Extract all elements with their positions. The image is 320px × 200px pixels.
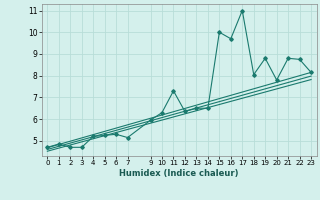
X-axis label: Humidex (Indice chaleur): Humidex (Indice chaleur)	[119, 169, 239, 178]
